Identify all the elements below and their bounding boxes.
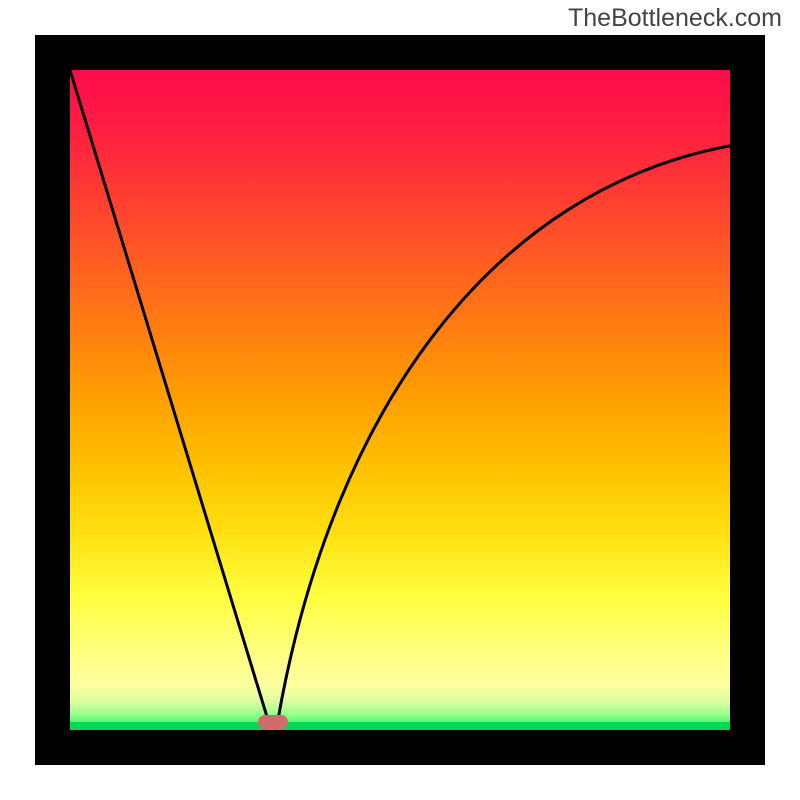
- watermark-text: TheBottleneck.com: [568, 4, 782, 33]
- chart-container: { "canvas": { "width": 800, "height": 80…: [0, 0, 800, 800]
- valley-marker: [258, 715, 288, 729]
- plot-background-gradient: [70, 70, 730, 730]
- bottom-green-strip: [70, 722, 730, 730]
